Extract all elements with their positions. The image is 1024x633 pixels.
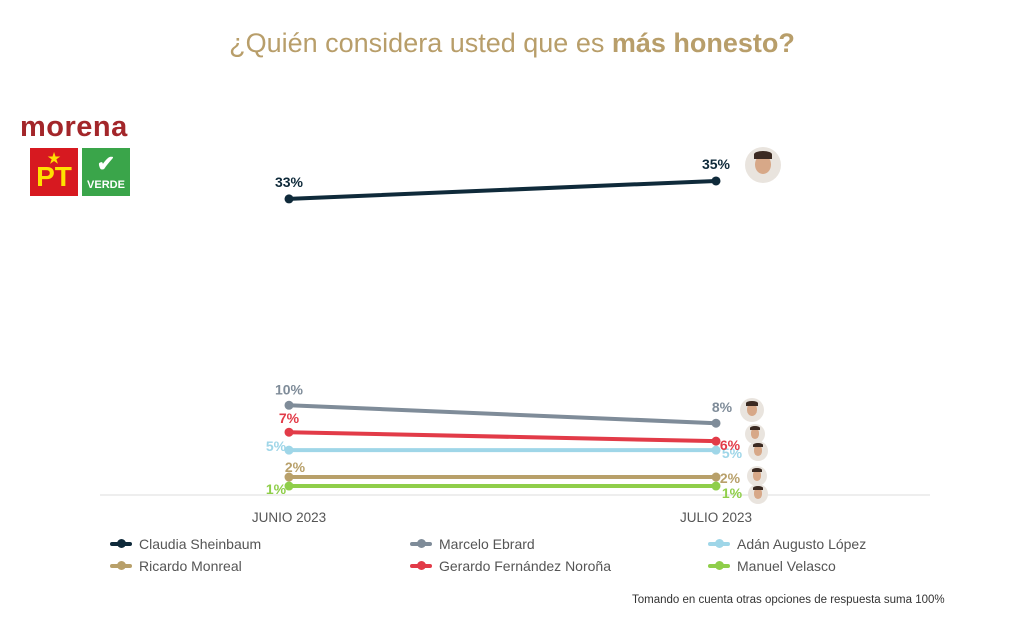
legend-swatch bbox=[708, 561, 730, 570]
data-label: 8% bbox=[712, 399, 733, 415]
candidate-photo-icon bbox=[740, 398, 764, 422]
data-point bbox=[711, 436, 721, 446]
verde-logo: ✔ VERDE bbox=[82, 148, 130, 196]
candidate-photo-icon bbox=[747, 466, 767, 486]
data-point bbox=[711, 445, 721, 455]
toucan-icon: ✔ bbox=[96, 151, 116, 176]
data-point bbox=[711, 472, 721, 482]
data-label: 2% bbox=[720, 470, 741, 486]
data-label: 1% bbox=[266, 481, 287, 497]
series-line bbox=[287, 430, 718, 444]
data-point bbox=[711, 481, 721, 491]
star-icon: ★ bbox=[47, 150, 61, 166]
legend-label: Adán Augusto López bbox=[737, 536, 867, 552]
legend-swatch bbox=[410, 561, 432, 570]
data-label: 7% bbox=[279, 410, 300, 426]
data-point bbox=[284, 194, 294, 204]
legend-swatch bbox=[410, 539, 432, 548]
morena-logo: morena bbox=[20, 111, 128, 143]
verde-logo-text: VERDE bbox=[87, 179, 125, 191]
data-point bbox=[711, 418, 721, 428]
title-bold: más honesto? bbox=[611, 28, 795, 58]
data-label: 6% bbox=[720, 437, 741, 453]
legend-item: Marcelo Ebrard bbox=[410, 534, 535, 554]
candidate-photo-icon bbox=[748, 484, 768, 504]
legend-item: Claudia Sheinbaum bbox=[110, 534, 261, 554]
data-label: 35% bbox=[702, 156, 731, 172]
legend-label: Ricardo Monreal bbox=[139, 558, 242, 574]
candidate-photo-icon bbox=[745, 424, 765, 444]
legend-item: Manuel Velasco bbox=[708, 556, 836, 576]
data-label: 5% bbox=[722, 445, 743, 461]
data-label: 1% bbox=[722, 485, 743, 501]
legend-label: Marcelo Ebrard bbox=[439, 536, 535, 552]
series-line bbox=[287, 403, 718, 426]
party-logos: morena ★ PT ✔ VERDE bbox=[20, 112, 145, 202]
legend-label: Claudia Sheinbaum bbox=[139, 536, 262, 552]
legend-item: Gerardo Fernández Noroña bbox=[410, 556, 611, 576]
data-label: 10% bbox=[275, 381, 304, 397]
title-prefix: ¿Quién considera usted que es bbox=[229, 28, 612, 58]
legend-swatch bbox=[708, 539, 730, 548]
data-point bbox=[284, 400, 294, 410]
pt-logo: ★ PT bbox=[30, 148, 78, 196]
legend-swatch bbox=[110, 561, 132, 570]
x-tick-label: JUNIO 2023 bbox=[252, 510, 326, 525]
candidate-photo-icon bbox=[748, 441, 768, 461]
data-label: 2% bbox=[285, 459, 306, 475]
data-point bbox=[284, 427, 294, 437]
series-line bbox=[287, 178, 718, 201]
legend-swatch bbox=[110, 539, 132, 548]
legend-label: Manuel Velasco bbox=[737, 558, 836, 574]
chart-legend: Claudia Sheinbaum Marcelo Ebrard Adán Augu… bbox=[110, 534, 930, 578]
chart-title: ¿Quién considera usted que es más honest… bbox=[0, 28, 1024, 59]
data-point bbox=[284, 445, 294, 455]
legend-item: Ricardo Monreal bbox=[110, 556, 242, 576]
footnote: Tomando en cuenta otras opciones de resp… bbox=[632, 594, 945, 606]
candidate-photo-icon bbox=[745, 147, 781, 183]
data-point bbox=[711, 176, 721, 186]
data-point bbox=[284, 481, 294, 491]
pt-logo-text: PT bbox=[36, 161, 72, 192]
data-label: 5% bbox=[266, 438, 287, 454]
data-label: 33% bbox=[275, 174, 304, 190]
legend-item: Adán Augusto López bbox=[708, 534, 866, 554]
data-point bbox=[284, 472, 294, 482]
legend-label: Gerardo Fernández Noroña bbox=[439, 558, 611, 574]
x-tick-label: JULIO 2023 bbox=[680, 510, 752, 525]
